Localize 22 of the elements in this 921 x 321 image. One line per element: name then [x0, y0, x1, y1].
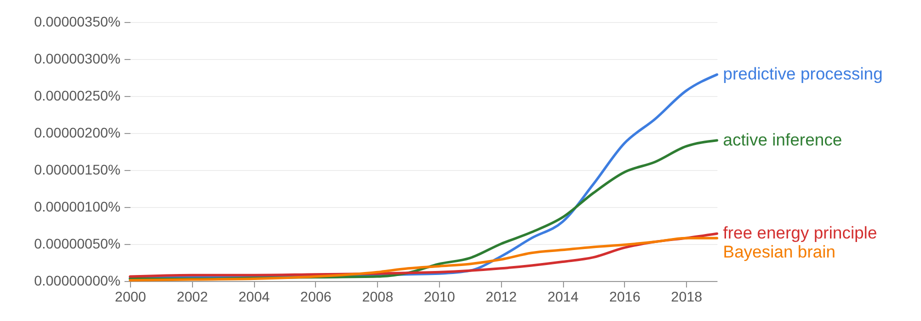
x-tick-label: 2016 [609, 288, 641, 304]
y-tick-label: 0.00000000% [34, 272, 120, 288]
x-tick-label: 2006 [300, 288, 332, 304]
series-label: active inference [723, 130, 842, 150]
series-label: free energy principle [723, 224, 878, 243]
y-tick-label: 0.00000250% [34, 88, 120, 104]
series-label: Bayesian brain [723, 242, 836, 262]
series-label: predictive processing [723, 64, 883, 84]
x-tick-label: 2008 [362, 288, 394, 304]
x-tick-label: 2000 [114, 288, 146, 304]
y-tick-label: 0.00000200% [34, 124, 120, 140]
y-tick-label: 0.00000300% [34, 50, 120, 66]
y-tick-label: 0.00000350% [34, 14, 120, 30]
x-tick-label: 2010 [424, 288, 456, 304]
y-tick-label: 0.00000050% [34, 236, 120, 252]
x-tick-label: 2014 [547, 288, 579, 304]
y-tick-label: 0.00000150% [34, 162, 120, 178]
x-tick-label: 2018 [671, 288, 702, 304]
x-tick-label: 2004 [238, 288, 270, 304]
y-tick-label: 0.00000100% [34, 198, 120, 214]
x-tick-label: 2012 [486, 288, 518, 304]
x-tick-label: 2002 [176, 288, 208, 304]
